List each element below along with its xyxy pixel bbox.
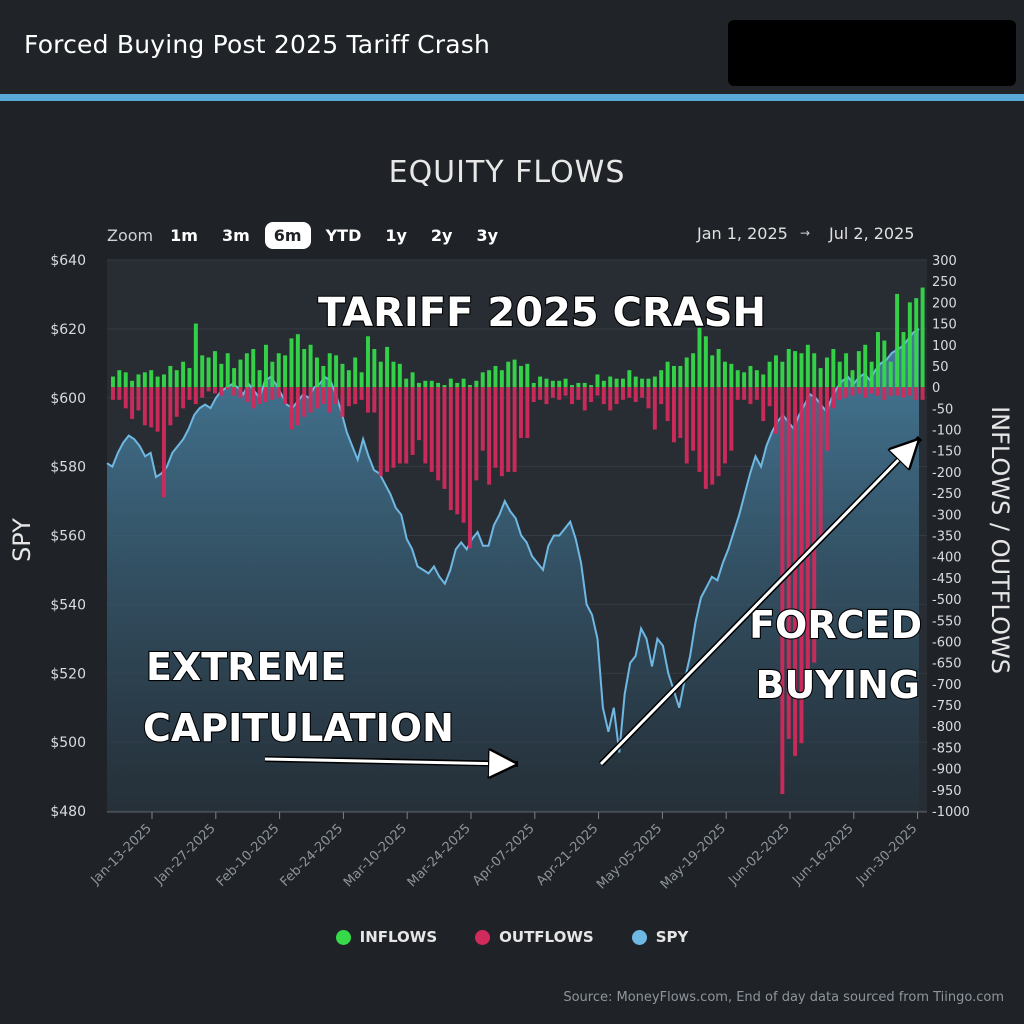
- range-start[interactable]: Jan 1, 2025: [697, 224, 788, 243]
- zoom-3y-button[interactable]: 3y: [476, 225, 499, 245]
- inflows-dot-icon: [335, 929, 351, 945]
- zoom-1y-button[interactable]: 1y: [385, 225, 407, 245]
- zoom-2y-button[interactable]: 2y: [430, 225, 453, 245]
- zoom-ytd-button[interactable]: YTD: [325, 225, 362, 245]
- outflows-dot-icon: [475, 929, 491, 945]
- page-title: Forced Buying Post 2025 Tariff Crash: [24, 30, 491, 59]
- legend-inflows-label: INFLOWS: [359, 928, 438, 946]
- range-arrow-icon: →: [800, 226, 811, 240]
- legend-spy-label: SPY: [655, 928, 689, 946]
- redacted-block: [728, 20, 1016, 86]
- zoom-bar: Zoom 1m 3m 6m YTD 1y 2y 3y: [107, 220, 513, 250]
- chart-title: EQUITY FLOWS: [388, 155, 626, 190]
- legend-outflows[interactable]: OUTFLOWS: [475, 928, 594, 946]
- legend-inflows[interactable]: INFLOWS: [335, 928, 438, 946]
- legend-outflows-label: OUTFLOWS: [499, 928, 594, 946]
- spy-dot-icon: [631, 929, 647, 945]
- range-end[interactable]: Jul 2, 2025: [829, 224, 915, 243]
- zoom-3m-button[interactable]: 3m: [221, 225, 250, 245]
- zoom-1m-button[interactable]: 1m: [170, 225, 198, 245]
- zoom-label: Zoom: [107, 225, 154, 245]
- legend: INFLOWS OUTFLOWS SPY: [0, 928, 1024, 946]
- source-note: Source: MoneyFlows.com, End of day data …: [563, 990, 1004, 1005]
- accent-divider: [0, 94, 1024, 101]
- legend-spy[interactable]: SPY: [631, 928, 689, 946]
- zoom-6m-button[interactable]: 6m: [264, 221, 311, 249]
